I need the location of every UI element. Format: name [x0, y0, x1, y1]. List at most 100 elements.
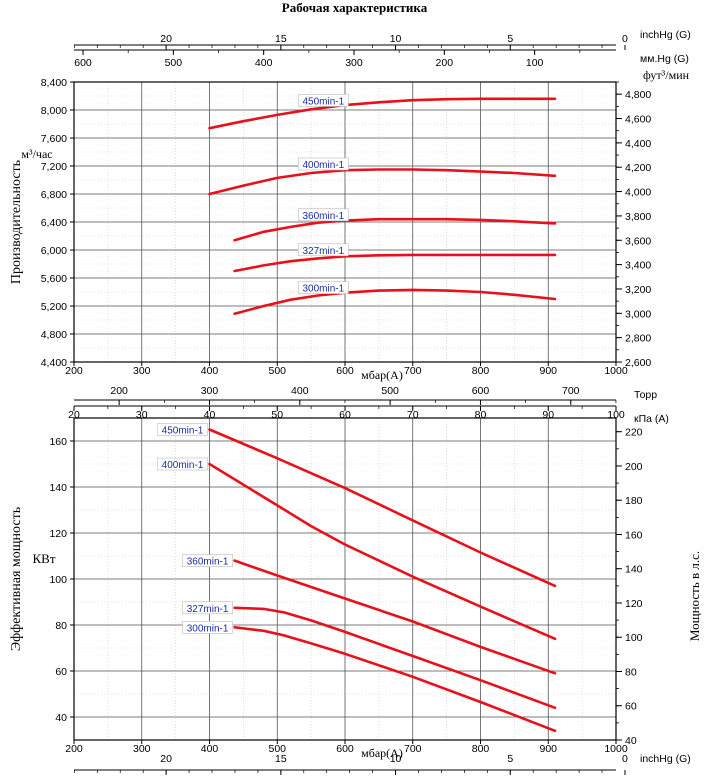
- y-tick-label: 80: [55, 620, 67, 632]
- y-right-tick-label: 4,200: [625, 162, 651, 174]
- y-right-tick-label: 3,200: [625, 284, 651, 296]
- kpa-axis-tick-label: 80: [475, 409, 487, 421]
- series-label-box: [182, 620, 233, 634]
- y-tick-label: 8,400: [41, 77, 67, 89]
- y-right-tick-label: 80: [625, 666, 637, 678]
- y-right-tick-label: 120: [625, 598, 643, 610]
- series-label-box: [298, 281, 349, 294]
- series-label-360min-1: 360min-1: [182, 554, 233, 568]
- x-tick-label: 200: [65, 743, 83, 755]
- y-axis-right-label: Мощность в л.с.: [687, 551, 702, 641]
- y-right-tick-label: 140: [625, 564, 643, 576]
- y-right-tick-label: 3,000: [625, 308, 651, 320]
- series-label-box: [157, 457, 208, 471]
- x-axis-label: мбар(A): [361, 746, 403, 760]
- series-line-400min-1: [208, 168, 557, 196]
- kpa-axis-unit: кПа (A): [634, 413, 669, 425]
- y-right-tick-label: 60: [625, 701, 637, 713]
- y-tick-label: 8,000: [41, 105, 67, 117]
- y-right-tick-label: 220: [625, 427, 643, 439]
- kpa-axis-tick-label: 70: [407, 409, 419, 421]
- inchhg-axis-tick-label: 5: [507, 33, 513, 45]
- torr-axis-tick-label: 200: [110, 385, 128, 397]
- y-tick-label: 6,000: [41, 245, 67, 257]
- bottom-inchhg-tick-label: 20: [160, 753, 172, 765]
- y-tick-label: 5,600: [41, 273, 67, 285]
- series-label-box: [182, 601, 233, 615]
- series-label-box: [298, 243, 349, 257]
- y-tick-label: 7,200: [41, 161, 67, 173]
- series-label-450min-1: 450min-1: [157, 423, 208, 437]
- bottom-inchhg-tick-label: 15: [275, 753, 287, 765]
- y-tick-label: 120: [49, 528, 67, 540]
- page-title: Рабочая характеристика: [281, 0, 428, 15]
- y-right-tick-label: 3,800: [625, 211, 651, 223]
- y-tick-label: 40: [55, 712, 67, 724]
- series-label-text: 400min-1: [162, 460, 204, 471]
- y-tick-label: 4,800: [41, 329, 67, 341]
- y-right-tick-label: 40: [625, 735, 637, 747]
- x-tick-label: 400: [201, 365, 219, 377]
- kpa-axis-tick-label: 40: [204, 409, 216, 421]
- series-line-360min-1: [233, 559, 557, 675]
- x-tick-label: 1000: [604, 743, 628, 755]
- series-label-text: 360min-1: [302, 211, 344, 222]
- torr-axis-tick-label: 600: [472, 385, 490, 397]
- series-label-box: [182, 554, 233, 567]
- y-tick-label: 6,400: [41, 217, 67, 229]
- series-line-360min-1: [233, 217, 557, 242]
- y-axis-unit-right: фут³/мин: [643, 68, 690, 82]
- x-tick-label: 800: [472, 365, 490, 377]
- series-line-450min-1: [208, 97, 557, 130]
- series-line-300min-1: [233, 625, 557, 733]
- series-label-text: 400min-1: [302, 160, 344, 171]
- x-tick-label: 300: [133, 365, 151, 377]
- series-label-box: [298, 157, 349, 171]
- bottom-inchhg-tick-label: 0: [622, 753, 628, 765]
- series-label-327min-1: 327min-1: [298, 243, 349, 257]
- series-label-text: 450min-1: [302, 96, 344, 107]
- torr-axis-tick-label: 400: [291, 385, 309, 397]
- y-right-tick-label: 180: [625, 495, 643, 507]
- y-right-tick-label: 4,600: [625, 114, 651, 126]
- series-line-327min-1: [233, 253, 557, 273]
- series-label-text: 450min-1: [162, 426, 204, 437]
- series-label-box: [298, 208, 349, 222]
- y-right-tick-label: 2,600: [625, 357, 651, 369]
- series-label-360min-1: 360min-1: [298, 208, 349, 222]
- series-label-text: 327min-1: [187, 604, 229, 615]
- series-line-400min-1: [208, 462, 557, 641]
- inchhg-axis-tick-label: 20: [160, 33, 172, 45]
- x-tick-label: 400: [201, 743, 219, 755]
- y-tick-label: 100: [49, 574, 67, 586]
- series-label-327min-1: 327min-1: [182, 601, 233, 615]
- y-right-tick-label: 160: [625, 529, 643, 541]
- x-tick-label: 1000: [604, 365, 628, 377]
- torr-axis-unit: Торр: [634, 389, 657, 401]
- series-label-300min-1: 300min-1: [182, 620, 233, 634]
- x-tick-label: 500: [268, 365, 286, 377]
- inchhg-axis-tick-label: 10: [390, 33, 402, 45]
- kpa-axis-tick-label: 50: [271, 409, 283, 421]
- y-axis-unit-left: м³/час: [21, 147, 52, 161]
- mmhg-axis-tick-label: 600: [74, 57, 92, 69]
- x-tick-label: 800: [472, 743, 490, 755]
- y-right-tick-label: 2,800: [625, 333, 651, 345]
- mmhg-axis-unit: мм.Hg (G): [640, 53, 689, 65]
- torr-axis-tick-label: 300: [201, 385, 219, 397]
- series-label-box: [298, 94, 349, 107]
- inchhg-axis-unit: inchHg (G): [640, 29, 691, 41]
- x-axis-label: мбар(A): [361, 368, 403, 382]
- series-line-300min-1: [233, 288, 557, 316]
- x-tick-label: 200: [65, 365, 83, 377]
- series-label-text: 300min-1: [187, 623, 229, 634]
- inchhg-axis-tick-label: 15: [275, 33, 287, 45]
- x-tick-label: 600: [336, 365, 354, 377]
- y-tick-label: 5,200: [41, 301, 67, 313]
- y-right-tick-label: 200: [625, 461, 643, 473]
- y-tick-label: 140: [49, 482, 67, 494]
- y-tick-label: 7,600: [41, 133, 67, 145]
- y-axis-label: Производительность: [9, 160, 24, 284]
- kpa-axis-tick-label: 20: [68, 409, 80, 421]
